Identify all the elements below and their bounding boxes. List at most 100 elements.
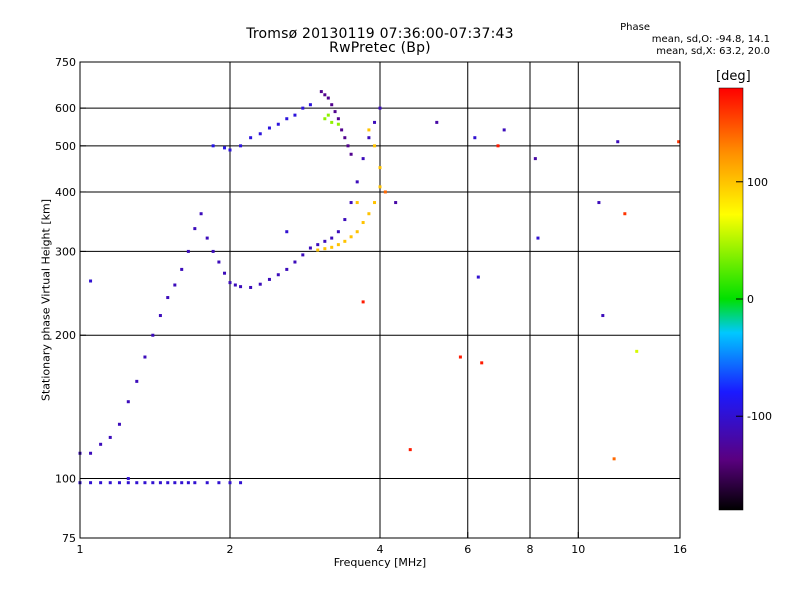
echo-point	[293, 260, 297, 264]
x-tick-label: 8	[527, 543, 534, 556]
echo-point	[367, 136, 371, 140]
x-tick-label: 2	[227, 543, 234, 556]
x-tick-label: 1	[77, 543, 84, 556]
echo-point	[205, 236, 209, 240]
echo-point	[143, 355, 147, 359]
echo-point	[378, 106, 382, 110]
echo-point	[473, 136, 477, 140]
x-tick-label: 16	[673, 543, 687, 556]
echo-point	[343, 239, 347, 243]
x-axis-label: Frequency [MHz]	[333, 556, 427, 569]
echo-point	[276, 273, 280, 277]
echo-point	[193, 227, 197, 231]
echo-point	[340, 128, 344, 132]
echo-point	[301, 253, 305, 257]
echo-point	[677, 140, 681, 144]
echo-point	[367, 212, 371, 216]
echo-point	[217, 260, 221, 264]
echo-point	[99, 442, 103, 446]
echo-point	[355, 201, 359, 205]
echo-point	[267, 277, 271, 281]
echo-point	[180, 481, 184, 485]
y-tick-label: 750	[55, 56, 76, 69]
echo-point	[349, 201, 353, 205]
echo-point	[199, 212, 203, 216]
x-tick-label: 4	[377, 543, 384, 556]
echo-point	[355, 180, 359, 184]
echo-point	[173, 283, 177, 287]
echo-point	[276, 122, 280, 126]
echo-point	[151, 481, 155, 485]
echo-point	[336, 117, 340, 121]
echo-point	[330, 120, 334, 124]
echo-point	[158, 314, 162, 318]
echo-point	[166, 481, 170, 485]
echo-point	[346, 144, 350, 148]
echo-point	[308, 246, 312, 250]
colorbar-ticks: -100 0 100	[736, 176, 772, 423]
echo-point	[383, 190, 387, 194]
echo-point	[99, 481, 103, 485]
echo-point	[293, 113, 297, 117]
echo-point	[373, 144, 377, 148]
echo-point	[349, 235, 353, 239]
phase-stats-o-mode: mean, sd,O: -94.8, 14.1	[651, 34, 770, 45]
echo-point	[126, 477, 130, 481]
echo-point	[89, 481, 93, 485]
colorbar-unit-label: [deg]	[716, 69, 751, 84]
echo-point	[186, 249, 190, 253]
echo-point	[378, 185, 382, 189]
echo-point	[361, 221, 365, 225]
echo-point	[205, 481, 209, 485]
echo-point	[308, 103, 312, 107]
echo-point	[228, 148, 232, 152]
echo-point	[330, 103, 334, 107]
echo-point	[223, 146, 227, 150]
echo-point	[186, 481, 190, 485]
echo-point	[135, 481, 139, 485]
echo-point	[267, 126, 271, 130]
echo-point	[285, 230, 289, 234]
data-points	[78, 90, 681, 485]
echo-point	[319, 90, 323, 94]
echo-point	[239, 481, 243, 485]
y-tick-label: 600	[55, 102, 76, 115]
echo-point	[336, 230, 340, 234]
echo-point	[323, 239, 327, 243]
echo-point	[394, 201, 398, 205]
echo-point	[117, 422, 121, 426]
echo-point	[108, 481, 112, 485]
echo-point	[326, 96, 330, 100]
echo-point	[330, 236, 334, 240]
echo-point	[336, 243, 340, 247]
echo-point	[89, 451, 93, 455]
echo-point	[343, 136, 347, 140]
echo-point	[323, 117, 327, 121]
echo-point	[228, 281, 232, 285]
x-tick-label: 6	[464, 543, 471, 556]
echo-point	[361, 300, 365, 304]
echo-point	[258, 282, 262, 286]
echo-point	[135, 379, 139, 383]
echo-point	[143, 481, 147, 485]
axis-ticks: 1 2 4 6 8 10 16 75 100 200 300 400 500 600 750	[55, 56, 687, 556]
chart-subtitle: RwPretec (Bp)	[329, 40, 431, 56]
echo-point	[326, 113, 330, 117]
echo-point	[616, 140, 620, 144]
echo-point	[361, 157, 365, 161]
y-tick-label: 75	[62, 532, 76, 545]
echo-point	[480, 361, 484, 365]
echo-point	[249, 285, 253, 289]
echo-point	[435, 120, 439, 124]
echo-point	[496, 144, 500, 148]
echo-point	[151, 333, 155, 337]
phase-stats-x-mode: mean, sd,X: 63.2, 20.0	[656, 46, 770, 57]
echo-point	[408, 448, 412, 452]
echo-point	[126, 481, 130, 485]
y-tick-label: 200	[55, 329, 76, 342]
echo-point	[343, 218, 347, 222]
echo-point	[533, 157, 537, 161]
echo-point	[211, 144, 215, 148]
echo-point	[601, 314, 605, 318]
